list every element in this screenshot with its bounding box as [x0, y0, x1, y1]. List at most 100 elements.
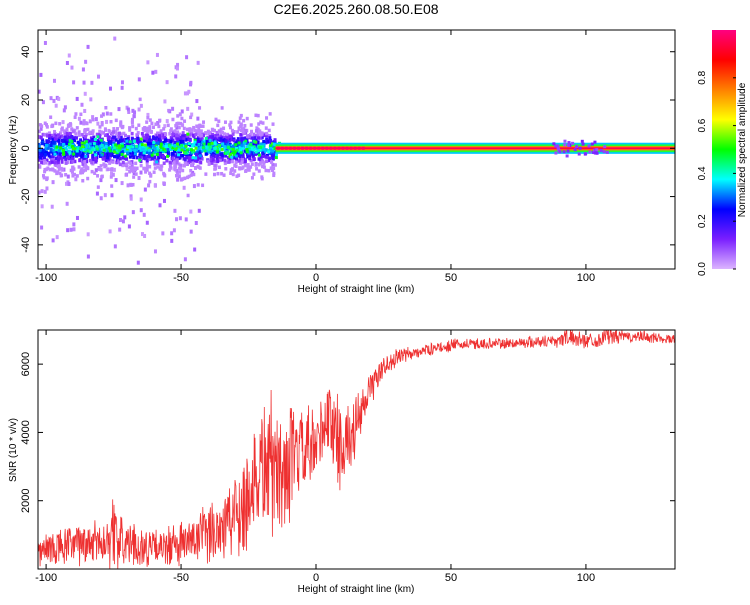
- heatmap-cell: [583, 152, 587, 156]
- heatmap-cell: [256, 151, 260, 156]
- heatmap-cell: [91, 131, 95, 136]
- heatmap-cell: [75, 96, 79, 101]
- heatmap-cell: [147, 148, 151, 152]
- heatmap-cell: [180, 143, 184, 147]
- heatmap-cell: [182, 164, 186, 168]
- snr-ylabel: SNR (10 * v/v): [8, 418, 19, 482]
- heatmap-cell: [202, 142, 206, 146]
- heatmap-cell: [85, 144, 89, 148]
- heatmap-cell: [38, 158, 41, 162]
- heatmap-cell: [273, 138, 277, 142]
- heatmap-cell: [159, 129, 163, 133]
- heatmap-cell: [38, 152, 40, 157]
- heatmap-cell: [43, 133, 47, 137]
- heatmap-cell: [229, 120, 233, 125]
- heatmap-cell: [105, 152, 109, 157]
- heatmap-cell: [199, 149, 203, 153]
- heatmap-cell: [181, 131, 185, 135]
- heatmap-cell: [252, 132, 256, 137]
- heatmap-cell: [67, 123, 71, 127]
- heatmap-cell: [46, 166, 50, 170]
- heatmap-cell: [121, 124, 125, 129]
- heatmap-cell: [228, 152, 232, 156]
- heatmap-cell: [162, 171, 166, 176]
- heatmap-cell: [98, 125, 102, 129]
- heatmap-cell: [194, 221, 198, 226]
- heatmap-cell: [156, 141, 160, 145]
- heatmap-cell: [193, 140, 197, 144]
- heatmap-cell: [271, 144, 275, 148]
- heatmap-cell: [95, 147, 99, 151]
- heatmap-cell: [209, 157, 213, 162]
- heatmap-cell: [82, 134, 86, 139]
- heatmap-frame: [37, 29, 676, 270]
- heatmap-cell: [189, 173, 193, 177]
- heatmap-cell: [554, 151, 558, 155]
- heatmap-cell: [94, 145, 98, 149]
- heatmap-cell: [145, 167, 149, 172]
- heatmap-cell: [75, 154, 79, 158]
- heatmap-cell: [84, 154, 88, 158]
- heatmap-cell: [132, 166, 136, 170]
- heatmap-cell: [81, 151, 85, 156]
- heatmap-cell: [40, 160, 44, 165]
- heatmap-cell: [105, 111, 109, 116]
- heatmap-cell: [145, 164, 149, 169]
- carrier-core: [275, 147, 675, 150]
- heatmap-cell: [61, 142, 65, 146]
- heatmap-cell: [117, 159, 121, 163]
- heatmap-cell: [239, 161, 243, 165]
- heatmap-cell: [177, 125, 181, 130]
- heatmap-cell: [182, 126, 186, 131]
- heatmap-cell: [191, 156, 195, 160]
- heatmap-cell: [267, 168, 271, 173]
- heatmap-cell: [247, 151, 251, 155]
- heatmap-cell: [68, 142, 72, 146]
- heatmap-cell: [241, 158, 245, 162]
- heatmap-cell: [155, 152, 159, 156]
- heatmap-cell: [231, 167, 235, 171]
- snr-ticks: -100 -50 0 50 100 2000 4000 6000: [20, 330, 675, 584]
- heatmap-cell: [43, 169, 47, 174]
- heatmap-cell: [261, 164, 265, 168]
- heatmap-cell: [177, 148, 181, 153]
- heatmap-cell: [164, 132, 168, 136]
- heatmap-cell: [216, 147, 220, 151]
- heatmap-cell: [145, 136, 149, 141]
- heatmap-cell: [84, 135, 88, 139]
- heatmap-cell: [239, 157, 243, 162]
- heatmap-cell: [167, 138, 171, 143]
- heatmap-cell: [48, 134, 52, 138]
- heatmap-cell: [145, 120, 149, 124]
- heatmap-cell: [106, 155, 110, 160]
- chart-title: C2E6.2025.260.08.50.E08: [273, 1, 438, 17]
- heatmap-cell: [56, 133, 60, 137]
- heatmap-cell: [194, 146, 198, 150]
- heatmap-cell: [178, 142, 182, 147]
- heatmap-cell: [94, 168, 98, 173]
- heatmap-cell: [249, 142, 253, 146]
- heatmap-cell: [38, 163, 41, 168]
- heatmap-cell: [257, 169, 261, 173]
- heatmap-cell: [146, 154, 150, 159]
- heatmap-cell: [68, 136, 72, 140]
- heatmap-cell: [162, 147, 166, 151]
- heatmap-cell: [95, 191, 99, 196]
- heatmap-cell: [180, 109, 184, 114]
- heatmap-cell: [261, 121, 265, 125]
- heatmap-cell: [240, 160, 244, 164]
- heatmap-cell: [66, 228, 70, 233]
- heatmap-cell: [103, 193, 107, 198]
- heatmap-cell: [198, 151, 202, 156]
- heatmap-cell: [117, 107, 121, 112]
- heatmap-cell: [239, 113, 243, 118]
- heatmap-cell: [210, 137, 214, 141]
- heatmap-cell: [233, 155, 237, 160]
- heatmap-cell: [241, 155, 245, 159]
- heatmap-cell: [192, 184, 196, 189]
- heatmap-cell: [178, 132, 182, 137]
- heatmap-cell: [197, 126, 201, 130]
- heatmap-cell: [138, 153, 142, 157]
- heatmap-cell: [256, 145, 260, 150]
- heatmap-cell: [99, 178, 103, 183]
